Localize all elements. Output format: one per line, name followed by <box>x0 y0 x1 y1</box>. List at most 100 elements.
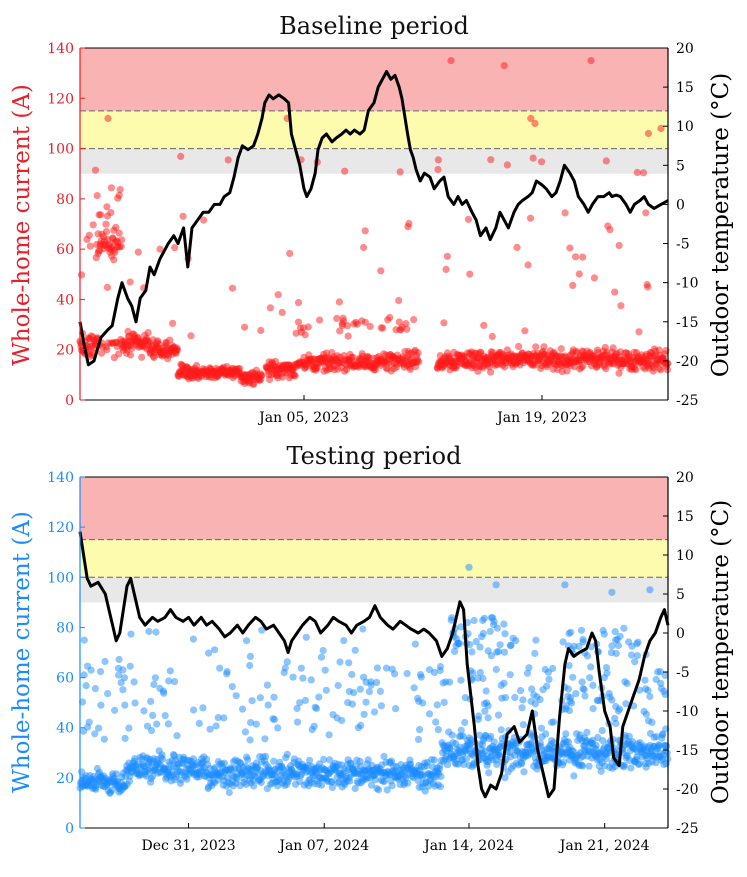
current-point <box>120 674 128 682</box>
current-point <box>457 623 465 631</box>
current-point <box>565 662 573 670</box>
y-left-tick-label: 100 <box>47 142 74 158</box>
current-point <box>206 725 214 733</box>
current-point <box>494 711 503 719</box>
current-point <box>326 756 334 764</box>
current-point <box>625 732 633 741</box>
current-point <box>447 57 455 65</box>
y-right-tick-label: 0 <box>676 626 685 642</box>
current-point <box>567 694 575 702</box>
current-point <box>244 756 252 764</box>
y-right-tick-label: 10 <box>676 119 694 135</box>
current-point <box>107 209 115 217</box>
current-point <box>493 760 501 769</box>
current-point <box>257 778 265 787</box>
current-point <box>589 681 597 690</box>
current-point <box>380 777 389 786</box>
current-point <box>585 762 593 770</box>
y-left-tick-label: 120 <box>47 520 74 536</box>
current-point <box>599 737 607 745</box>
y-left-tick-label: 60 <box>56 242 74 258</box>
current-point <box>579 253 587 261</box>
current-point <box>382 664 391 672</box>
current-point <box>652 733 661 741</box>
current-point <box>264 701 272 709</box>
current-point <box>598 727 606 735</box>
current-point <box>500 679 508 687</box>
current-point <box>500 620 508 628</box>
current-point <box>152 628 160 636</box>
current-point <box>511 693 519 702</box>
current-point <box>177 152 185 160</box>
current-point <box>405 219 413 228</box>
y-right-tick-label: 20 <box>676 470 694 486</box>
current-point <box>351 646 359 654</box>
current-point <box>402 320 410 328</box>
current-point <box>579 762 587 770</box>
current-point <box>622 700 630 708</box>
current-point <box>583 728 591 736</box>
current-point <box>479 674 487 683</box>
current-point <box>115 350 123 358</box>
current-point <box>345 659 353 667</box>
current-point <box>130 678 138 686</box>
current-point <box>346 777 354 785</box>
current-point <box>189 635 197 643</box>
current-point <box>457 726 465 734</box>
current-point <box>115 191 123 199</box>
current-point <box>503 161 511 169</box>
current-point <box>166 336 174 344</box>
current-point <box>291 372 299 380</box>
current-point <box>289 673 297 681</box>
current-point <box>450 647 459 656</box>
current-point <box>419 699 427 707</box>
current-point <box>579 638 587 646</box>
current-point <box>559 638 567 646</box>
current-point <box>101 657 109 666</box>
current-point <box>223 668 231 676</box>
current-point <box>103 346 111 354</box>
current-point <box>97 701 105 709</box>
current-point <box>351 784 359 793</box>
current-point <box>395 296 403 305</box>
current-point <box>243 637 251 645</box>
current-point <box>543 682 551 690</box>
current-point <box>507 641 515 649</box>
current-point <box>373 664 381 672</box>
current-point <box>521 327 529 335</box>
current-point <box>310 722 318 730</box>
current-point <box>414 349 422 357</box>
current-point <box>432 718 440 726</box>
current-point <box>343 322 352 330</box>
current-point <box>360 710 368 718</box>
current-point <box>371 776 379 784</box>
current-point <box>490 617 498 626</box>
current-point <box>334 681 342 690</box>
current-point <box>336 658 344 666</box>
current-point <box>270 693 278 701</box>
current-point <box>485 769 493 777</box>
current-point <box>410 684 418 692</box>
current-point <box>82 682 90 690</box>
current-point <box>443 252 451 260</box>
current-point <box>199 704 207 712</box>
current-point <box>587 57 595 65</box>
current-point <box>487 652 495 660</box>
current-point <box>147 727 156 735</box>
chart-title: Baseline period <box>279 12 469 40</box>
current-point <box>569 673 577 681</box>
current-point <box>126 278 134 286</box>
current-point <box>158 755 167 763</box>
current-point <box>417 673 425 681</box>
y-right-tick-label: -10 <box>676 704 699 720</box>
current-point <box>270 716 279 724</box>
current-point <box>365 688 373 696</box>
current-point <box>211 646 219 654</box>
current-point <box>644 129 653 138</box>
current-point <box>86 242 94 250</box>
current-point <box>652 759 660 767</box>
current-point <box>433 701 441 709</box>
current-point <box>241 728 249 736</box>
current-point <box>344 332 352 340</box>
current-point <box>565 707 574 715</box>
